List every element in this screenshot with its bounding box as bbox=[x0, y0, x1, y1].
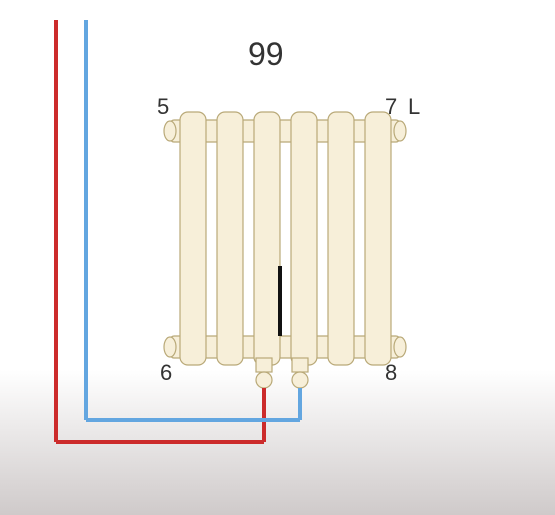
radiator-column bbox=[180, 112, 206, 365]
port-label-8: 8 bbox=[385, 362, 397, 384]
radiator-column bbox=[291, 112, 317, 365]
port-label-L: L bbox=[408, 96, 420, 118]
radiator-column bbox=[217, 112, 243, 365]
port-label-7: 7 bbox=[385, 96, 397, 118]
radiator-column bbox=[365, 112, 391, 365]
radiator-column bbox=[254, 112, 280, 365]
radiator-column bbox=[328, 112, 354, 365]
diagram-svg bbox=[0, 0, 555, 515]
radiator-connection-diagram: { "title": "99", "canvas": { "w": 555, "… bbox=[0, 0, 555, 515]
port-label-5: 5 bbox=[157, 96, 169, 118]
diagram-title: 99 bbox=[248, 38, 284, 70]
port-label-6: 6 bbox=[160, 362, 172, 384]
